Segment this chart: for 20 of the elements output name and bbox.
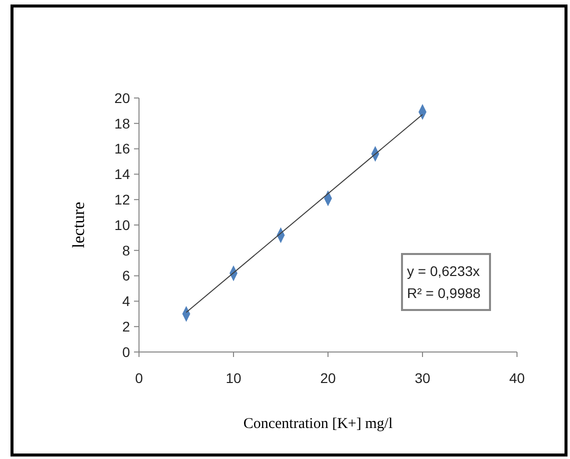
y-tick-label: 18 xyxy=(114,115,130,132)
x-tick-label: 0 xyxy=(135,370,144,386)
y-tick-label: 2 xyxy=(122,318,130,334)
y-tick-label: 6 xyxy=(122,268,130,284)
x-tick-label: 20 xyxy=(320,370,336,386)
x-tick-label: 40 xyxy=(509,370,525,386)
y-tick-label: 14 xyxy=(114,166,130,182)
y-axis-title: lecture xyxy=(69,202,88,248)
annotation: y = 0,6233x xyxy=(407,263,480,279)
y-tick-label: 12 xyxy=(114,192,130,208)
annotation: R² = 0,9988 xyxy=(407,285,481,301)
y-tick-label: 16 xyxy=(114,140,130,157)
y-tick-label: 0 xyxy=(122,344,130,360)
x-axis-title: Concentration [K+] mg/l xyxy=(243,416,393,432)
y-tick-label: 20 xyxy=(114,90,130,106)
y-tick-label: 8 xyxy=(122,242,130,258)
x-tick-label: 30 xyxy=(414,370,430,386)
x-tick-label: 10 xyxy=(226,370,242,386)
y-tick-label: 10 xyxy=(114,216,130,233)
y-tick-label: 4 xyxy=(122,293,130,310)
